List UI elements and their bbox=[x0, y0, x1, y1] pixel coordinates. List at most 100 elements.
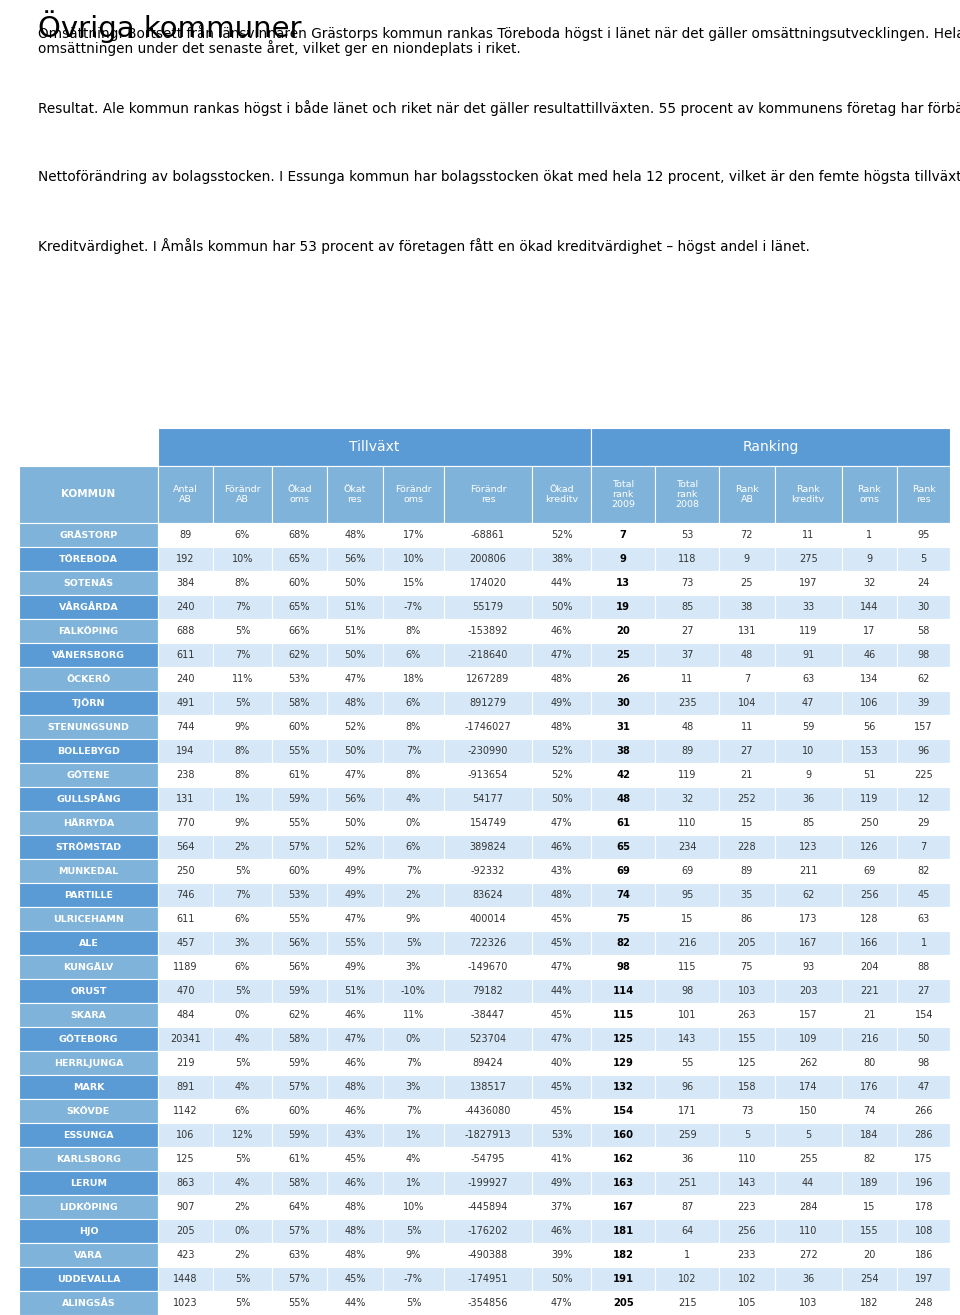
Text: 89: 89 bbox=[681, 746, 693, 756]
Bar bbox=[272, 1051, 327, 1076]
Text: 50%: 50% bbox=[551, 1274, 572, 1283]
Text: 123: 123 bbox=[799, 842, 817, 852]
Bar bbox=[382, 955, 444, 980]
Bar bbox=[898, 692, 950, 715]
Text: 216: 216 bbox=[678, 938, 697, 948]
Bar bbox=[157, 1243, 213, 1268]
Text: Rank
oms: Rank oms bbox=[857, 485, 881, 504]
Text: 55%: 55% bbox=[289, 914, 310, 924]
Bar bbox=[656, 715, 719, 739]
Text: 234: 234 bbox=[678, 842, 697, 852]
Text: 48: 48 bbox=[616, 794, 631, 805]
Bar bbox=[213, 1172, 272, 1195]
Bar bbox=[272, 980, 327, 1003]
Bar bbox=[19, 788, 157, 811]
Text: HJO: HJO bbox=[79, 1227, 98, 1236]
Text: 47%: 47% bbox=[551, 963, 572, 972]
Bar bbox=[444, 1027, 532, 1051]
Text: KARLSBORG: KARLSBORG bbox=[56, 1155, 121, 1164]
Text: 5%: 5% bbox=[235, 1155, 251, 1164]
Text: 233: 233 bbox=[737, 1251, 756, 1260]
Bar bbox=[656, 931, 719, 955]
Bar bbox=[213, 859, 272, 884]
Text: 216: 216 bbox=[860, 1034, 878, 1044]
Text: 7: 7 bbox=[921, 842, 927, 852]
Bar bbox=[898, 1051, 950, 1076]
Bar bbox=[19, 1172, 157, 1195]
Text: 182: 182 bbox=[860, 1298, 878, 1308]
Bar bbox=[842, 619, 898, 643]
Bar bbox=[327, 643, 382, 667]
Text: 59%: 59% bbox=[289, 986, 310, 997]
Text: 98: 98 bbox=[918, 650, 930, 660]
Bar bbox=[213, 1268, 272, 1291]
Text: 63: 63 bbox=[918, 914, 930, 924]
Text: Resultat. Ale kommun rankas högst i både länet och riket när det gäller resultat: Resultat. Ale kommun rankas högst i både… bbox=[38, 100, 960, 116]
Text: 400014: 400014 bbox=[469, 914, 506, 924]
Bar bbox=[591, 692, 656, 715]
Bar bbox=[775, 739, 842, 763]
Bar bbox=[591, 571, 656, 596]
Text: 63%: 63% bbox=[289, 1251, 310, 1260]
Text: 37%: 37% bbox=[551, 1202, 572, 1212]
Text: 48%: 48% bbox=[344, 1226, 366, 1236]
Text: 384: 384 bbox=[177, 579, 195, 588]
Bar bbox=[19, 907, 157, 931]
Text: 4%: 4% bbox=[235, 1082, 250, 1091]
Text: 9%: 9% bbox=[235, 818, 250, 828]
Bar bbox=[157, 1291, 213, 1315]
Text: 891: 891 bbox=[177, 1082, 195, 1091]
Text: 1%: 1% bbox=[406, 1130, 421, 1140]
Text: 157: 157 bbox=[799, 1010, 818, 1020]
Text: 93: 93 bbox=[802, 963, 814, 972]
Text: 59%: 59% bbox=[289, 1059, 310, 1068]
Text: -199927: -199927 bbox=[468, 1178, 508, 1187]
Text: 96: 96 bbox=[918, 746, 930, 756]
Text: 196: 196 bbox=[915, 1178, 933, 1187]
Text: 611: 611 bbox=[177, 914, 195, 924]
Text: 228: 228 bbox=[737, 842, 756, 852]
Bar bbox=[213, 763, 272, 788]
Bar bbox=[19, 1219, 157, 1243]
Bar bbox=[591, 429, 950, 466]
Text: 115: 115 bbox=[678, 963, 697, 972]
Text: 74: 74 bbox=[616, 890, 631, 901]
Text: 55%: 55% bbox=[289, 1298, 310, 1308]
Text: 56%: 56% bbox=[344, 794, 366, 805]
Text: 66%: 66% bbox=[289, 626, 310, 636]
Text: Rank
kreditv: Rank kreditv bbox=[792, 485, 825, 504]
Bar bbox=[656, 571, 719, 596]
Bar bbox=[19, 1195, 157, 1219]
Text: 186: 186 bbox=[915, 1251, 933, 1260]
Text: SOTENÄS: SOTENÄS bbox=[63, 579, 113, 588]
Text: 44%: 44% bbox=[344, 1298, 366, 1308]
Bar bbox=[272, 1123, 327, 1147]
Bar bbox=[444, 1243, 532, 1268]
Bar bbox=[656, 1051, 719, 1076]
Text: 138517: 138517 bbox=[469, 1082, 507, 1091]
Text: 104: 104 bbox=[737, 698, 756, 709]
Text: 15: 15 bbox=[741, 818, 753, 828]
Bar bbox=[898, 1195, 950, 1219]
Text: 114: 114 bbox=[612, 986, 634, 997]
Text: 252: 252 bbox=[737, 794, 756, 805]
Bar bbox=[719, 1291, 775, 1315]
Bar bbox=[719, 643, 775, 667]
Bar bbox=[842, 1291, 898, 1315]
Text: 49%: 49% bbox=[551, 1178, 572, 1187]
Bar bbox=[842, 596, 898, 619]
Text: 6%: 6% bbox=[235, 963, 250, 972]
Text: 32: 32 bbox=[681, 794, 693, 805]
Bar bbox=[898, 788, 950, 811]
Text: 9: 9 bbox=[866, 555, 873, 564]
Text: 48%: 48% bbox=[344, 1202, 366, 1212]
Bar bbox=[898, 1243, 950, 1268]
Bar bbox=[898, 763, 950, 788]
Bar bbox=[157, 571, 213, 596]
Text: 46%: 46% bbox=[551, 626, 572, 636]
Text: 21: 21 bbox=[863, 1010, 876, 1020]
Bar bbox=[842, 1076, 898, 1099]
Bar bbox=[157, 596, 213, 619]
Text: 1: 1 bbox=[866, 530, 873, 540]
Text: 457: 457 bbox=[176, 938, 195, 948]
